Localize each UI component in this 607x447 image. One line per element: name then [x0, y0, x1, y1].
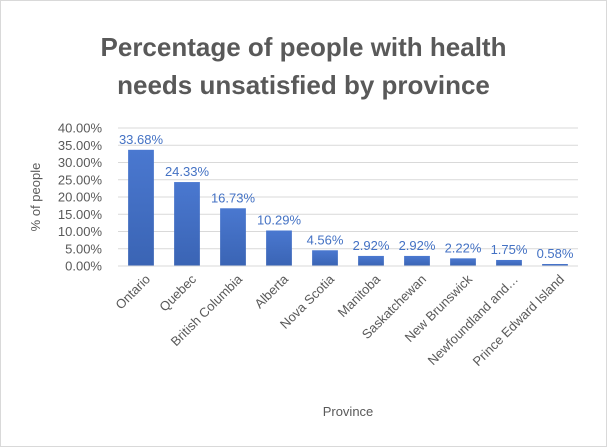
- bar: [542, 263, 568, 266]
- data-label: 0.58%: [537, 246, 574, 261]
- y-tick-label: 25.00%: [58, 172, 103, 187]
- bar: [128, 149, 154, 266]
- x-tick-label: Quebec: [156, 271, 199, 314]
- y-tick-label: 10.00%: [58, 224, 103, 239]
- chart-title: Percentage of people with health needs u…: [0, 28, 607, 104]
- bars: [128, 149, 568, 266]
- data-label: 2.22%: [445, 240, 482, 255]
- x-tick-label: Prince Edward Island: [470, 272, 567, 369]
- x-tick-label: Alberta: [251, 271, 291, 311]
- bar: [174, 182, 200, 266]
- data-label: 16.73%: [211, 190, 256, 205]
- bar: [404, 255, 430, 266]
- bar: [496, 259, 522, 266]
- data-label: 4.56%: [307, 232, 344, 247]
- y-axis-ticks: 0.00% 5.00% 10.00% 15.00% 20.00% 25.00% 30.00%…: [58, 121, 103, 274]
- y-axis-label: % of people: [28, 163, 43, 232]
- y-tick-label: 5.00%: [65, 241, 102, 256]
- bar: [450, 258, 476, 266]
- x-tick-label: Newfoundland and…: [425, 272, 521, 368]
- y-tick-label: 40.00%: [58, 121, 103, 136]
- y-tick-label: 30.00%: [58, 155, 103, 170]
- chart-title-line2: needs unsatisfied by province: [117, 70, 490, 100]
- data-label: 33.68%: [119, 132, 164, 147]
- data-label: 2.92%: [353, 238, 390, 253]
- bar: [266, 230, 292, 266]
- data-label: 10.29%: [257, 212, 302, 227]
- bar: [358, 255, 384, 266]
- data-labels: 33.68% 24.33%16.73%10.29% 4.56% 2.92% 2.92% 2…: [119, 132, 574, 261]
- y-tick-label: 15.00%: [58, 207, 103, 222]
- bar: [312, 250, 338, 266]
- bar: [220, 208, 246, 266]
- chart-title-line1: Percentage of people with health: [100, 32, 507, 62]
- y-tick-label: 0.00%: [65, 259, 102, 274]
- x-tick-label: Ontario: [112, 272, 153, 313]
- data-label: 2.92%: [399, 238, 436, 253]
- data-label: 24.33%: [165, 164, 210, 179]
- x-axis-label: Province: [323, 404, 374, 419]
- y-tick-label: 20.00%: [58, 190, 103, 205]
- data-label: 1.75%: [491, 242, 528, 257]
- y-tick-label: 35.00%: [58, 138, 103, 153]
